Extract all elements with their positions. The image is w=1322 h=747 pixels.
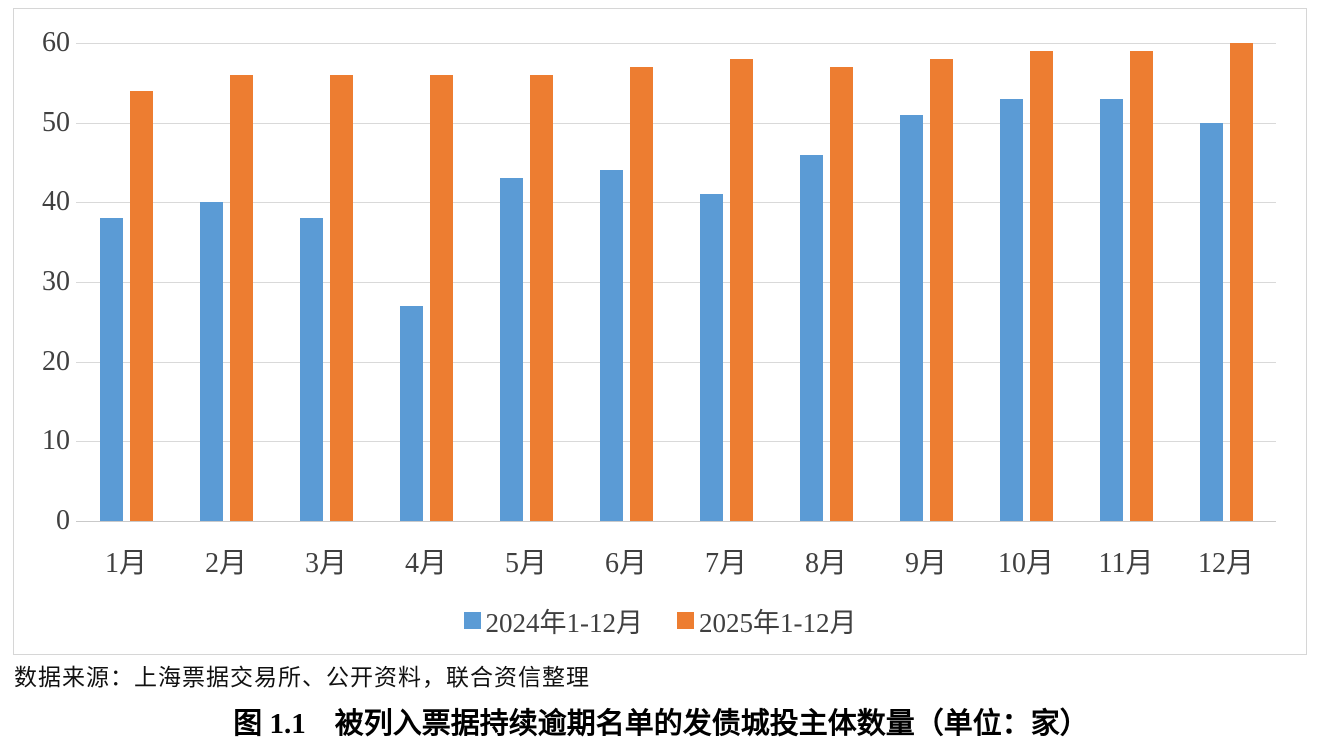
chart-legend: 2024年1-12月 2025年1-12月 <box>14 601 1306 640</box>
legend-item-2024: 2024年1-12月 <box>463 601 644 640</box>
bar-2024-12月 <box>1200 123 1223 521</box>
x-axis-tick-label-7月: 7月 <box>704 548 747 579</box>
x-axis-tick-label-11月: 11月 <box>1098 548 1154 579</box>
x-axis-tick-label-6月: 6月 <box>604 548 647 579</box>
gridline-50 <box>76 123 1276 124</box>
bar-2024-3月 <box>300 218 323 521</box>
y-axis-tick-label-30: 30 <box>42 266 70 297</box>
y-axis-tick-label-10: 10 <box>42 425 70 456</box>
y-axis-tick-label-60: 60 <box>42 27 70 58</box>
x-axis-tick-label-1月: 1月 <box>104 548 147 579</box>
bar-2025-9月 <box>930 59 953 521</box>
bar-2024-8月 <box>800 155 823 521</box>
x-axis-tick-label-4月: 4月 <box>404 548 447 579</box>
bar-2025-11月 <box>1130 51 1153 521</box>
bar-2025-7月 <box>730 59 753 521</box>
x-axis-tick-label-8月: 8月 <box>804 548 847 579</box>
plot-area <box>76 43 1276 522</box>
x-axis-tick-label-2月: 2月 <box>204 548 247 579</box>
chart-frame: 0 10 20 30 40 50 60 1月 2月 3月 4月 5月 6月 7月 8月 9月 10月 11月 12… <box>13 8 1307 655</box>
legend-item-2025: 2025年1-12月 <box>677 601 857 640</box>
bar-2024-1月 <box>100 218 123 521</box>
bar-2025-6月 <box>630 67 653 521</box>
bar-2025-2月 <box>230 75 253 521</box>
x-axis-tick-label-12月: 12月 <box>1197 548 1254 579</box>
bar-2024-5月 <box>500 178 523 521</box>
legend-swatch-2024 <box>463 612 481 629</box>
y-axis-tick-label-20: 20 <box>42 346 70 377</box>
bar-2025-5月 <box>530 75 553 521</box>
data-source-note: 数据来源：上海票据交易所、公开资料，联合资信整理 <box>14 665 590 690</box>
gridline-60 <box>76 43 1276 44</box>
bar-2025-8月 <box>830 67 853 521</box>
x-axis-tick-label-3月: 3月 <box>304 548 347 579</box>
bar-2025-10月 <box>1030 51 1053 521</box>
y-axis-tick-label-50: 50 <box>42 107 70 138</box>
bar-2024-4月 <box>400 306 423 521</box>
bar-2025-12月 <box>1230 43 1253 521</box>
x-axis-tick-label-5月: 5月 <box>504 548 547 579</box>
x-axis-line <box>76 521 1276 522</box>
gridline-30 <box>76 282 1276 283</box>
y-axis-tick-label-40: 40 <box>42 186 70 217</box>
bar-2025-3月 <box>330 75 353 521</box>
bar-2024-11月 <box>1100 99 1123 521</box>
bar-2025-4月 <box>430 75 453 521</box>
bar-2024-2月 <box>200 202 223 521</box>
bar-2024-6月 <box>600 170 623 521</box>
bar-2024-7月 <box>700 194 723 521</box>
bar-2024-9月 <box>900 115 923 521</box>
x-axis-tick-label-10月: 10月 <box>997 548 1054 579</box>
bar-2025-1月 <box>130 91 153 521</box>
legend-label-2025: 2025年1-12月 <box>699 608 857 638</box>
x-axis-tick-label-9月: 9月 <box>904 548 947 579</box>
gridline-10 <box>76 441 1276 442</box>
legend-swatch-2025 <box>677 612 694 629</box>
bar-2024-10月 <box>1000 99 1023 521</box>
gridline-40 <box>76 202 1276 203</box>
chart-title: 图 1.1 被列入票据持续逾期名单的发债城投主体数量（单位：家） <box>233 708 1089 740</box>
legend-label-2024: 2024年1-12月 <box>485 608 644 638</box>
gridline-20 <box>76 362 1276 363</box>
y-axis-tick-label-0: 0 <box>56 505 70 536</box>
